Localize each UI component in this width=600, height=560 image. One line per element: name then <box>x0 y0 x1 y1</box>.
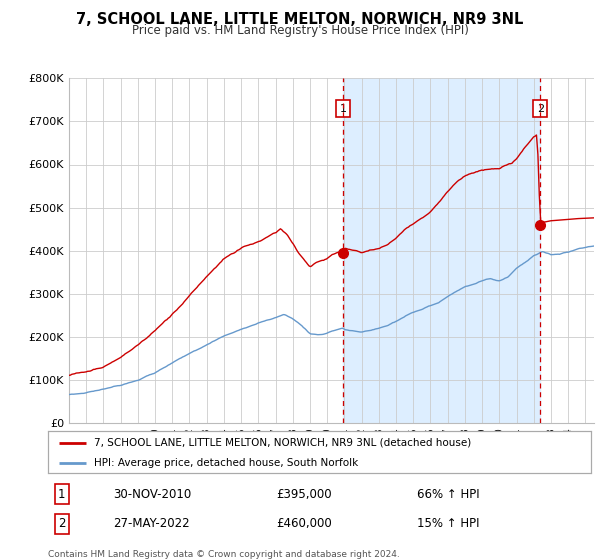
Text: £395,000: £395,000 <box>276 488 332 501</box>
Text: Price paid vs. HM Land Registry's House Price Index (HPI): Price paid vs. HM Land Registry's House … <box>131 24 469 36</box>
Text: 15% ↑ HPI: 15% ↑ HPI <box>417 517 480 530</box>
Bar <box>343 78 540 423</box>
Text: 30-NOV-2010: 30-NOV-2010 <box>113 488 191 501</box>
Text: 27-MAY-2022: 27-MAY-2022 <box>113 517 190 530</box>
Text: 2: 2 <box>58 517 65 530</box>
Text: 7, SCHOOL LANE, LITTLE MELTON, NORWICH, NR9 3NL (detached house): 7, SCHOOL LANE, LITTLE MELTON, NORWICH, … <box>94 438 472 448</box>
Text: 66% ↑ HPI: 66% ↑ HPI <box>417 488 480 501</box>
Text: 2: 2 <box>537 104 544 114</box>
Text: 1: 1 <box>340 104 347 114</box>
Text: £460,000: £460,000 <box>276 517 332 530</box>
Text: HPI: Average price, detached house, South Norfolk: HPI: Average price, detached house, Sout… <box>94 458 358 468</box>
Text: Contains HM Land Registry data © Crown copyright and database right 2024.
This d: Contains HM Land Registry data © Crown c… <box>48 550 400 560</box>
Text: 1: 1 <box>58 488 65 501</box>
Text: 7, SCHOOL LANE, LITTLE MELTON, NORWICH, NR9 3NL: 7, SCHOOL LANE, LITTLE MELTON, NORWICH, … <box>76 12 524 27</box>
